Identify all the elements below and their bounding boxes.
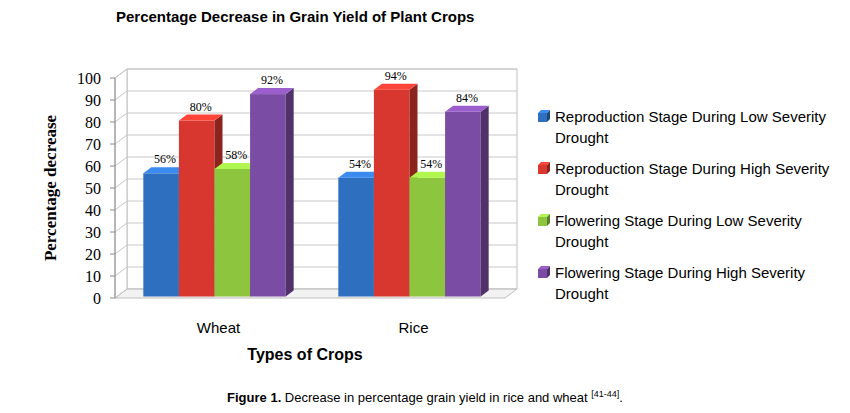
legend-line: Reproduction Stage During High Severity bbox=[555, 160, 830, 177]
legend-line: Flowering Stage During Low Severity bbox=[555, 212, 802, 229]
legend-line: Drought bbox=[555, 181, 609, 198]
legend-swatch-front bbox=[538, 113, 547, 122]
bar-top bbox=[179, 115, 223, 121]
bar-top bbox=[250, 88, 294, 94]
legend-swatch-front bbox=[538, 217, 547, 226]
y-tick-label: 60 bbox=[85, 158, 101, 175]
legend-line: Reproduction Stage During Low Severity bbox=[555, 108, 826, 125]
legend-line: Drought bbox=[555, 129, 609, 146]
grid bbox=[110, 69, 517, 298]
y-tick-label: 10 bbox=[85, 268, 101, 285]
data-labels: 56% 80% 58% 92% 54% 94% 54% 84% bbox=[154, 69, 478, 171]
y-tick bbox=[110, 144, 115, 145]
y-tick-label: 30 bbox=[85, 224, 101, 241]
bar bbox=[445, 106, 489, 297]
bar-front bbox=[179, 121, 215, 297]
bar-front bbox=[410, 178, 446, 297]
y-tick bbox=[110, 188, 115, 189]
data-label: 84% bbox=[456, 91, 478, 105]
legend-swatch bbox=[538, 162, 550, 174]
y-axis-line bbox=[115, 78, 116, 298]
legend-swatch-front bbox=[538, 269, 547, 278]
legend-line: Flowering Stage During High Severity bbox=[555, 264, 806, 281]
legend-swatch-side bbox=[547, 266, 550, 278]
y-tick bbox=[110, 122, 115, 123]
y-tick-label: 80 bbox=[85, 114, 101, 131]
bar-side bbox=[286, 88, 294, 296]
data-label: 92% bbox=[261, 73, 283, 87]
data-label: 54% bbox=[420, 157, 442, 171]
bar-top bbox=[374, 84, 418, 90]
legend-swatch-front bbox=[538, 165, 547, 174]
y-tick bbox=[110, 210, 115, 211]
legend-swatch bbox=[538, 110, 550, 122]
y-tick bbox=[110, 166, 115, 167]
y-tick-label: 90 bbox=[85, 92, 101, 109]
caption: Figure 1. Decrease in percentage grain y… bbox=[227, 389, 623, 405]
y-axis-title: Percentage decrease bbox=[41, 114, 60, 261]
legend-line: Drought bbox=[555, 285, 609, 302]
y-tick bbox=[110, 254, 115, 255]
data-label: 56% bbox=[154, 152, 176, 166]
data-label: 54% bbox=[349, 157, 371, 171]
y-tick bbox=[110, 100, 115, 101]
y-tick-label: 70 bbox=[85, 136, 101, 153]
chart-title: Percentage Decrease in Grain Yield of Pl… bbox=[116, 8, 474, 25]
legend-label: Flowering Stage During High Severity Drou… bbox=[555, 264, 806, 302]
caption-end: . bbox=[619, 390, 623, 405]
bar-front bbox=[445, 112, 481, 297]
caption-label: Figure 1. bbox=[227, 390, 281, 405]
data-label: 94% bbox=[385, 69, 407, 83]
bar-front bbox=[250, 94, 286, 296]
y-tick bbox=[110, 78, 115, 79]
x-tick-label: Rice bbox=[398, 319, 428, 336]
data-label: 58% bbox=[225, 148, 247, 162]
x-tick-label: Wheat bbox=[197, 319, 241, 336]
y-tick-label: 20 bbox=[85, 246, 101, 263]
bar-front bbox=[215, 169, 251, 297]
caption-ref: [41-44] bbox=[591, 389, 619, 399]
y-tick-label: 40 bbox=[85, 202, 101, 219]
y-tick-label: 100 bbox=[77, 70, 101, 87]
legend-label: Reproduction Stage During Low Severity Dr… bbox=[555, 108, 826, 146]
y-tick bbox=[110, 276, 115, 277]
data-label: 80% bbox=[190, 100, 212, 114]
legend-swatch bbox=[538, 214, 550, 226]
caption-text: Decrease in percentage grain yield in ri… bbox=[281, 390, 591, 405]
legend-swatch bbox=[538, 266, 550, 278]
bar-top bbox=[445, 106, 489, 112]
chart: Percentage Decrease in Grain Yield of Pl… bbox=[0, 0, 850, 413]
bar-side bbox=[481, 106, 489, 297]
grid-line bbox=[115, 69, 517, 78]
y-tick bbox=[110, 232, 115, 233]
legend-swatch-side bbox=[547, 214, 550, 226]
legend-label: Reproduction Stage During High Severity D… bbox=[555, 160, 830, 198]
bar bbox=[250, 88, 294, 296]
y-tick bbox=[110, 298, 115, 299]
legend-label: Flowering Stage During Low Severity Droug… bbox=[555, 212, 802, 250]
bar-front bbox=[143, 173, 179, 296]
legend-line: Drought bbox=[555, 233, 609, 250]
legend-swatch-side bbox=[547, 110, 550, 122]
bars bbox=[143, 84, 488, 297]
legend-swatch-side bbox=[547, 162, 550, 174]
bar-front bbox=[338, 178, 374, 297]
x-axis-title: Types of Crops bbox=[247, 346, 362, 363]
y-tick-label: 50 bbox=[85, 180, 101, 197]
bar-front bbox=[374, 90, 410, 297]
y-tick-label: 0 bbox=[93, 290, 101, 307]
legend: Reproduction Stage During Low Severity Dr… bbox=[538, 108, 830, 302]
